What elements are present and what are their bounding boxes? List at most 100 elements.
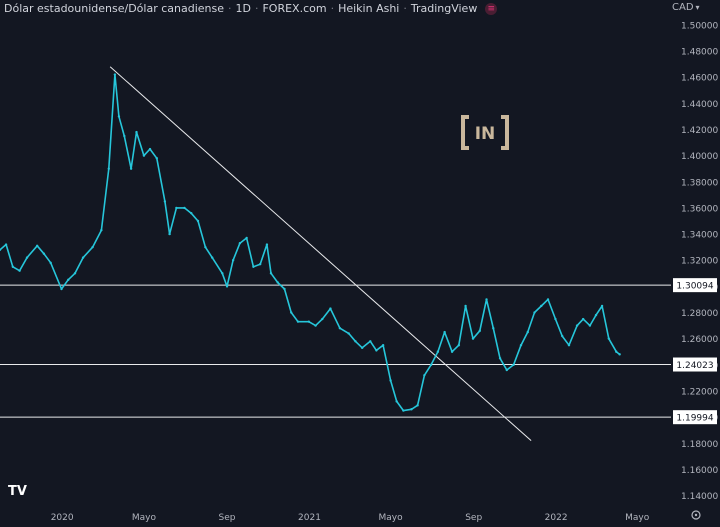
x-axis: 2020 Mayo Sep 2021 Mayo Sep 2022 Mayo: [51, 513, 650, 523]
y-tick-label: 1.46000: [681, 74, 718, 84]
x-tick-label: 2021: [298, 513, 321, 523]
price-point: [183, 206, 186, 210]
price-point: [581, 317, 585, 321]
price-point: [618, 353, 621, 356]
price-point: [607, 337, 611, 340]
price-point: [190, 211, 193, 215]
price-point: [402, 409, 405, 412]
price-point: [107, 167, 110, 170]
price-point: [354, 340, 357, 343]
horizontal-levels: [0, 284, 671, 418]
series-group: [0, 73, 621, 412]
chart-header: Dólar estadounidense/Dólar canadiense · …: [4, 2, 498, 15]
price-point: [35, 244, 39, 248]
price-point: [498, 357, 502, 360]
price-point: [533, 311, 536, 314]
price-point: [561, 334, 564, 338]
price-point: [512, 363, 515, 367]
price-point: [117, 115, 121, 118]
price-point: [129, 167, 133, 170]
price-point: [168, 232, 171, 236]
price-point: [600, 304, 604, 308]
y-axis: 1.140001.160001.180001.200001.220001.240…: [681, 21, 718, 502]
price-point: [163, 200, 167, 203]
price-point: [347, 332, 350, 335]
level-label-text: 1.30094: [676, 282, 713, 292]
price-point: [204, 245, 207, 249]
header-separator: ·: [228, 2, 232, 15]
level-labels: 1.30094 1.24023 1.19994: [673, 278, 717, 425]
y-tick-label: 1.36000: [681, 204, 718, 214]
watermark-logo: IN: [461, 115, 509, 150]
price-point: [196, 219, 200, 223]
y-tick-label: 1.34000: [681, 231, 718, 241]
y-tick-label: 1.14000: [681, 492, 718, 502]
price-point: [594, 313, 598, 317]
price-point: [49, 261, 52, 265]
y-tick-label: 1.44000: [681, 100, 718, 110]
price-point: [135, 130, 138, 134]
price-point: [238, 242, 242, 245]
price-point: [575, 324, 579, 327]
symbol-name[interactable]: Dólar estadounidense/Dólar canadiense: [4, 2, 224, 15]
price-point: [252, 265, 255, 268]
watermark-text: IN: [475, 124, 496, 144]
price-point: [221, 272, 224, 275]
y-tick-label: 1.26000: [681, 335, 718, 345]
price-point: [519, 344, 523, 347]
x-tick-label: Sep: [219, 513, 236, 523]
price-point: [588, 324, 592, 327]
price-point: [471, 337, 475, 340]
price-point: [113, 73, 117, 76]
price-point: [269, 272, 273, 275]
price-point: [123, 134, 126, 138]
price-point: [485, 298, 488, 301]
chart-style-label[interactable]: Heikin Ashi: [338, 2, 400, 15]
price-point: [25, 256, 29, 259]
price-point: [265, 243, 269, 246]
x-tick-label: 2022: [545, 513, 568, 523]
price-point: [436, 350, 440, 353]
header-separator: ·: [403, 2, 407, 15]
price-point: [478, 329, 481, 333]
price-point: [369, 340, 372, 343]
price-point: [381, 344, 385, 347]
price-point: [554, 317, 557, 321]
price-point: [175, 206, 178, 210]
price-point: [60, 287, 63, 291]
price-point: [148, 147, 152, 151]
price-point: [395, 400, 398, 403]
trendline: [109, 66, 532, 442]
price-point: [450, 350, 454, 353]
price-point: [42, 252, 46, 255]
price-point: [296, 320, 300, 323]
price-point: [11, 265, 15, 268]
x-tick-label: 2020: [51, 513, 74, 523]
price-point: [457, 344, 461, 347]
x-tick-label: Sep: [465, 513, 482, 523]
indicator-dot-icon[interactable]: ≡: [485, 2, 498, 15]
price-point: [18, 269, 21, 272]
price-point: [546, 298, 550, 301]
interval-label[interactable]: 1D: [235, 2, 251, 15]
y-tick-label: 1.42000: [681, 126, 718, 136]
price-point: [464, 304, 467, 308]
price-point: [567, 344, 571, 347]
y-tick-label: 1.48000: [681, 48, 718, 58]
currency-selector[interactable]: CAD ▾: [672, 2, 700, 13]
level-label-box: [673, 357, 717, 372]
price-point: [307, 320, 311, 323]
price-point: [231, 259, 235, 262]
price-point: [615, 350, 618, 353]
tradingview-logo[interactable]: TV: [8, 484, 27, 499]
price-point: [210, 256, 214, 259]
price-point: [258, 262, 262, 266]
price-point: [91, 245, 94, 249]
y-tick-label: 1.50000: [681, 21, 718, 31]
price-point: [0, 248, 2, 251]
level-label-text: 1.19994: [676, 414, 713, 424]
level-label-text: 1.24023: [676, 361, 713, 371]
settings-gear-icon[interactable]: [691, 510, 701, 520]
